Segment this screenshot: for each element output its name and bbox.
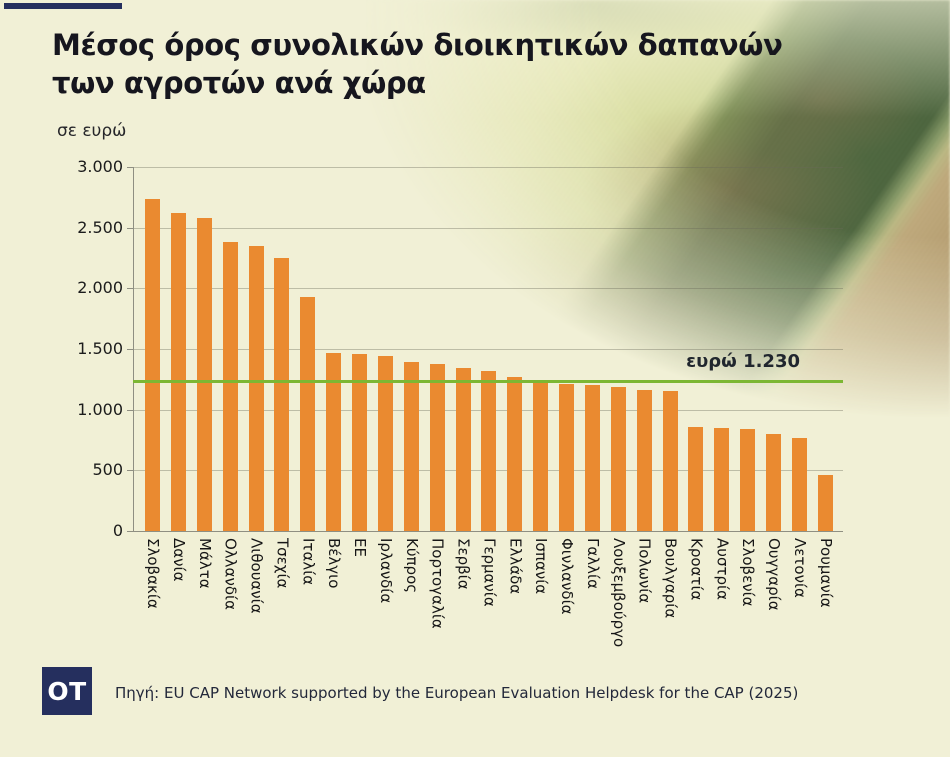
bars-group (145, 167, 833, 531)
bar-ΕΕ (352, 354, 367, 531)
gridline-3000 (133, 167, 843, 168)
bar-Αυστρία (714, 428, 730, 531)
x-label-Λουξεμβούργο: Λουξεμβούργο (609, 538, 628, 648)
bar-Λετονία (791, 438, 807, 531)
bar-Κροατία (688, 427, 704, 531)
x-label-Βουλγαρία: Βουλγαρία (661, 538, 680, 619)
y-tick-label: 2.000 (77, 278, 123, 298)
y-tick-mark (127, 470, 133, 472)
y-tick-mark (127, 167, 133, 168)
x-label-Ουγγαρία: Ουγγαρία (765, 538, 783, 611)
x-label-Σλοβακία: Σλοβακία (144, 538, 162, 609)
accent-topbar (4, 3, 122, 9)
x-label-Ολλανδία: Ολλανδία (221, 538, 240, 610)
x-axis-category-labels: Σλοβακία Δανία Μάλτα Ολλανδία Λιθουανία Τσεχί… (144, 538, 835, 678)
bar-Πορτογαλία (429, 364, 445, 531)
x-label-Λετονία: Λετονία (790, 538, 809, 598)
x-label-Ιρλανδία: Ιρλανδία (376, 538, 395, 604)
x-label-Ισπανία: Ισπανία (532, 538, 551, 595)
bar-Λουξεμβούργο (610, 387, 626, 531)
bar-Γαλλία (584, 385, 600, 531)
ot-logo: OT (42, 667, 92, 715)
bar-Σλοβακία (145, 199, 160, 531)
x-label-ΕΕ: ΕΕ (351, 538, 369, 557)
x-label-Σερβία: Σερβία (454, 538, 473, 590)
x-label-Ρουμανία: Ρουμανία (816, 538, 835, 608)
y-tick-label: 2.500 (77, 217, 123, 237)
x-label-Πολωνία: Πολωνία (635, 538, 654, 604)
y-tick-label: 3.000 (77, 157, 123, 176)
bar-Κύπρος (403, 362, 419, 531)
x-label-Βέλγιο: Βέλγιο (325, 538, 344, 589)
bar-Ισπανία (533, 383, 549, 531)
x-label-Μάλτα: Μάλτα (195, 538, 214, 589)
x-label-Ιταλία: Ιταλία (299, 538, 318, 586)
bar-Ολλανδία (222, 242, 238, 531)
bar-Λιθουανία (248, 246, 264, 531)
x-label-Κροατία: Κροατία (687, 538, 706, 601)
x-label-Αυστρία: Αυστρία (713, 538, 732, 600)
bar-Βουλγαρία (662, 391, 678, 531)
gridline-0 (133, 531, 843, 532)
page-title: Μέσος όρος συνολικών διοικητικών δαπανών… (52, 26, 783, 102)
title-line-2: των αγροτών ανά χώρα (52, 66, 426, 100)
title-line-1: Μέσος όρος συνολικών διοικητικών δαπανών (52, 28, 783, 62)
bar-Γερμανία (481, 371, 497, 531)
bar-Πολωνία (636, 390, 652, 531)
bar-Ιρλανδία (377, 356, 393, 531)
average-reference-line (133, 380, 843, 383)
x-label-Τσεχία: Τσεχία (273, 538, 292, 589)
bar-Ουγγαρία (766, 434, 781, 531)
bar-Φινλανδία (559, 384, 574, 531)
y-tick-mark (127, 349, 133, 350)
y-tick-mark (127, 409, 133, 411)
y-tick-label: 1.000 (77, 399, 123, 419)
y-tick-label: 500 (92, 460, 123, 480)
y-tick-label: 0 (112, 521, 123, 540)
x-label-Πορτογαλία: Πορτογαλία (428, 538, 447, 629)
y-axis-units-label: σε ευρώ (57, 121, 127, 141)
gridline-1500 (133, 349, 843, 350)
x-label-Ελλάδα: Ελλάδα (506, 538, 525, 595)
x-label-Λιθουανία: Λιθουανία (247, 538, 266, 614)
y-axis-line (133, 167, 134, 531)
y-tick-label: 1.500 (77, 339, 123, 358)
x-label-Γερμανία: Γερμανία (480, 538, 499, 607)
x-label-Γαλλία: Γαλλία (583, 538, 602, 589)
x-label-Δανία: Δανία (169, 538, 188, 582)
bar-Μάλτα (196, 218, 212, 531)
bar-Ελλάδα (507, 377, 523, 531)
bar-Σλοβενία (740, 429, 756, 531)
bar-Βέλγιο (326, 353, 342, 531)
gridline-2500 (133, 227, 843, 229)
bar-Ιταλία (300, 297, 316, 531)
bar-Τσεχία (274, 258, 290, 531)
gridline-2000 (133, 288, 843, 290)
x-label-Φινλανδία: Φινλανδία (558, 538, 576, 615)
average-reference-label: ευρώ 1.230 (686, 351, 800, 372)
bar-Σερβία (455, 368, 471, 531)
bar-Ρουμανία (817, 475, 833, 531)
y-tick-mark (127, 227, 133, 229)
x-label-Κύπρος: Κύπρος (402, 538, 421, 594)
source-attribution: Πηγή: EU CAP Network supported by the Eu… (115, 684, 799, 702)
x-label-Σλοβενία: Σλοβενία (739, 538, 758, 607)
y-tick-mark (127, 531, 133, 532)
bar-Δανία (170, 213, 186, 531)
y-tick-mark (127, 288, 133, 290)
